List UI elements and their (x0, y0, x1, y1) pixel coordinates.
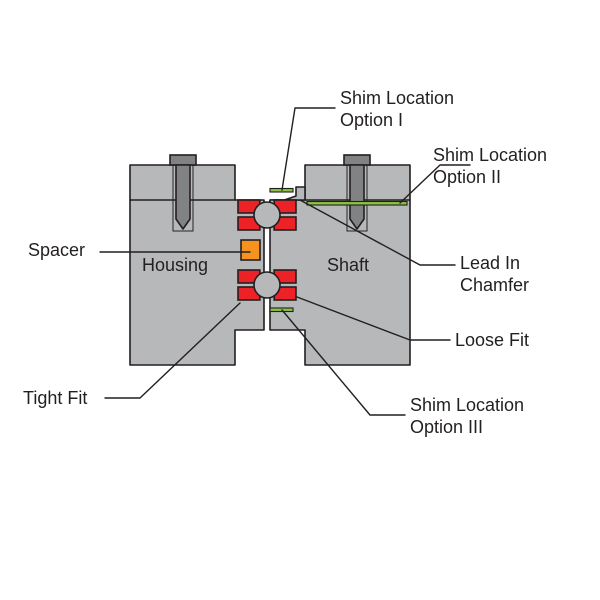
label-tight-fit: Tight Fit (23, 388, 87, 410)
label-housing: Housing (142, 255, 208, 277)
bolt-shaft (176, 165, 190, 229)
label-shim1: Shim Location Option I (340, 88, 454, 131)
label-lead-in: Lead In Chamfer (460, 253, 529, 296)
label-shim3: Shim Location Option III (410, 395, 524, 438)
shim-option-2 (307, 202, 407, 206)
bearing-ball (254, 272, 280, 298)
label-shim2: Shim Location Option II (433, 145, 547, 188)
bearing-ball (254, 202, 280, 228)
label-spacer: Spacer (28, 240, 85, 262)
bolt-shaft (350, 165, 364, 229)
label-shaft: Shaft (327, 255, 369, 277)
spacer (241, 240, 260, 260)
bolt-head (170, 155, 196, 165)
label-loose-fit: Loose Fit (455, 330, 529, 352)
bolt-head (344, 155, 370, 165)
